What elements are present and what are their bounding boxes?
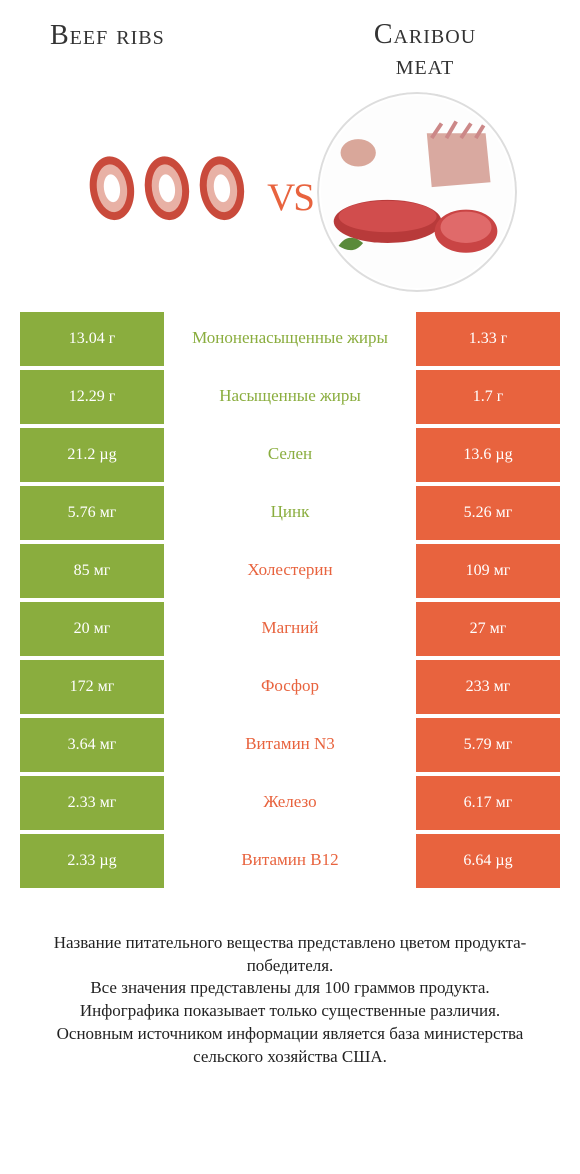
value-left: 2.33 мг <box>20 776 164 830</box>
value-left: 20 мг <box>20 602 164 656</box>
value-left: 3.64 мг <box>20 718 164 772</box>
value-right: 5.79 мг <box>416 718 560 772</box>
value-right: 6.64 µg <box>416 834 560 888</box>
header: Beef ribs Caribou meat <box>0 0 580 82</box>
title-right-line2: meat <box>396 50 454 81</box>
beef-ribs-icon <box>73 132 253 252</box>
table-row: 2.33 µgВитамин B126.64 µg <box>20 834 560 888</box>
table-row: 2.33 мгЖелезо6.17 мг <box>20 776 560 830</box>
nutrient-label: Витамин N3 <box>170 718 410 772</box>
value-right: 5.26 мг <box>416 486 560 540</box>
value-right: 109 мг <box>416 544 560 598</box>
table-row: 85 мгХолестерин109 мг <box>20 544 560 598</box>
footer-line2: Все значения представлены для 100 граммо… <box>30 977 550 1000</box>
nutrient-label: Цинк <box>170 486 410 540</box>
nutrient-label: Фосфор <box>170 660 410 714</box>
image-right <box>317 92 517 292</box>
nutrient-label: Витамин B12 <box>170 834 410 888</box>
title-right-line1: Caribou <box>374 19 476 50</box>
caribou-meat-icon <box>317 92 517 292</box>
title-right: Caribou meat <box>300 20 550 82</box>
nutrient-label: Холестерин <box>170 544 410 598</box>
footer-line4: Основным источником информации является … <box>30 1023 550 1069</box>
value-right: 27 мг <box>416 602 560 656</box>
table-row: 13.04 гМононенасыщенные жиры1.33 г <box>20 312 560 366</box>
nutrient-label: Насыщенные жиры <box>170 370 410 424</box>
table-row: 21.2 µgСелен13.6 µg <box>20 428 560 482</box>
value-left: 2.33 µg <box>20 834 164 888</box>
value-right: 233 мг <box>416 660 560 714</box>
value-right: 1.33 г <box>416 312 560 366</box>
value-left: 13.04 г <box>20 312 164 366</box>
footer-line3: Инфографика показывает только существенн… <box>30 1000 550 1023</box>
table-row: 5.76 мгЦинк5.26 мг <box>20 486 560 540</box>
nutrient-label: Селен <box>170 428 410 482</box>
image-left <box>63 92 263 292</box>
value-right: 6.17 мг <box>416 776 560 830</box>
comparison-table: 13.04 гМононенасыщенные жиры1.33 г12.29 … <box>0 312 580 888</box>
value-left: 21.2 µg <box>20 428 164 482</box>
vs-row: vs <box>0 82 580 312</box>
nutrient-label: Железо <box>170 776 410 830</box>
title-left: Beef ribs <box>30 20 300 52</box>
value-left: 85 мг <box>20 544 164 598</box>
value-left: 172 мг <box>20 660 164 714</box>
value-left: 5.76 мг <box>20 486 164 540</box>
table-row: 172 мгФосфор233 мг <box>20 660 560 714</box>
vs-label: vs <box>263 160 317 224</box>
table-row: 20 мгМагний27 мг <box>20 602 560 656</box>
footer: Название питательного вещества представл… <box>0 892 580 1070</box>
nutrient-label: Магний <box>170 602 410 656</box>
table-row: 3.64 мгВитамин N35.79 мг <box>20 718 560 772</box>
table-row: 12.29 гНасыщенные жиры1.7 г <box>20 370 560 424</box>
nutrient-label: Мононенасыщенные жиры <box>170 312 410 366</box>
footer-line1: Название питательного вещества представл… <box>30 932 550 978</box>
value-left: 12.29 г <box>20 370 164 424</box>
value-right: 13.6 µg <box>416 428 560 482</box>
value-right: 1.7 г <box>416 370 560 424</box>
